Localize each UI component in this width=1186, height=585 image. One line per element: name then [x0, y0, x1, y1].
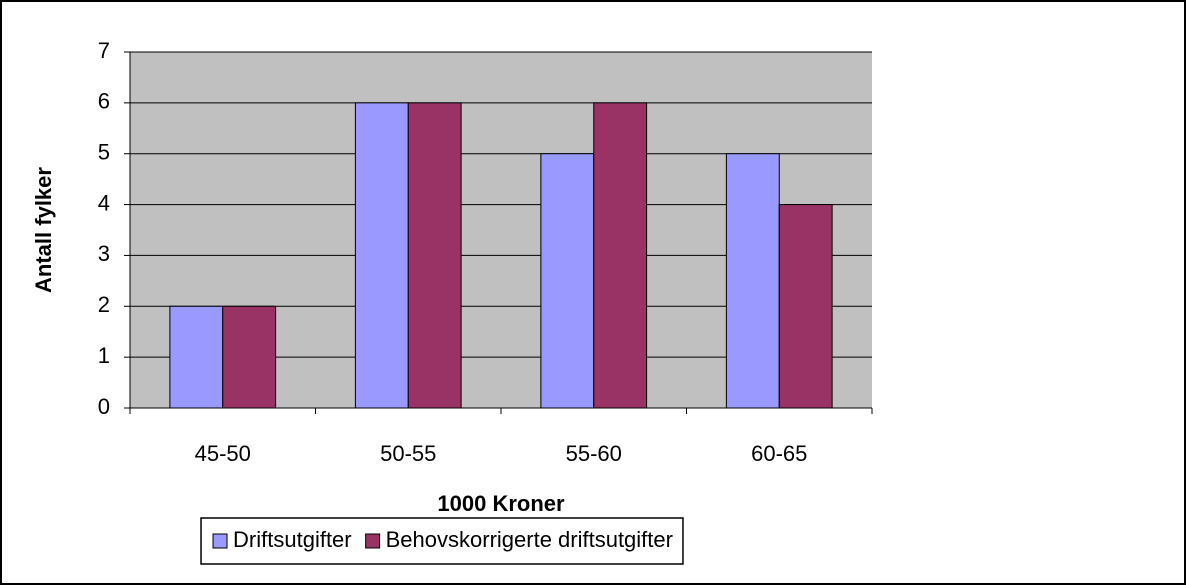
legend: Driftsutgifter Behovskorrigerte driftsutg… — [200, 517, 684, 565]
bar — [222, 305, 277, 409]
bar — [407, 102, 462, 409]
legend-label: Behovskorrigerte driftsutgifter — [386, 527, 673, 552]
x-tick-label: 50-55 — [380, 441, 436, 466]
y-tick-label: 5 — [98, 140, 110, 165]
x-tick-label: 55-60 — [566, 441, 622, 466]
legend-swatch — [212, 533, 228, 549]
y-tick-label: 1 — [98, 343, 110, 368]
y-tick-label: 4 — [98, 190, 110, 215]
bar — [725, 153, 780, 409]
legend-box — [200, 517, 684, 565]
bar — [593, 102, 648, 409]
bar — [540, 153, 595, 409]
y-tick-label: 0 — [98, 394, 110, 419]
y-axis-title: Antall fylker — [31, 167, 56, 293]
y-tick-label: 2 — [98, 292, 110, 317]
bar — [778, 204, 833, 409]
y-tick-label: 3 — [98, 241, 110, 266]
bar — [354, 102, 409, 409]
y-tick-label: 6 — [98, 89, 110, 114]
x-axis-title: 1000 Kroner — [437, 491, 565, 516]
x-tick-label: 45-50 — [195, 441, 251, 466]
legend-label: Driftsutgifter — [233, 527, 352, 552]
y-tick-label: 7 — [98, 38, 110, 63]
bar — [169, 305, 224, 409]
x-tick-label: 60-65 — [751, 441, 807, 466]
legend-swatch — [365, 533, 381, 549]
